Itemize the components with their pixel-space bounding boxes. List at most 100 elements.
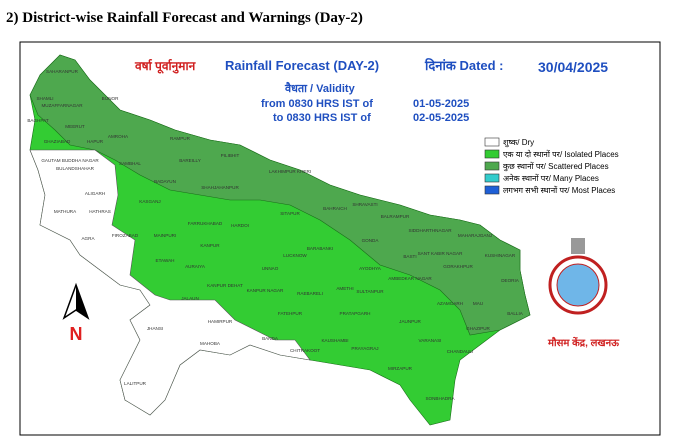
legend-label: अनेक स्थानों पर/ Many Places	[503, 173, 599, 183]
district-label: BULANDSHAHAR	[56, 166, 94, 171]
district-label: BARABANKI	[307, 246, 333, 251]
district-label: BAREILLY	[179, 158, 201, 163]
district-label: MAINPURI	[154, 233, 176, 238]
district-label: BANDA	[262, 336, 279, 341]
district-label: PRATAPGARH	[340, 311, 371, 316]
district-label: FIROZABAD	[112, 233, 139, 238]
legend-swatch	[484, 149, 500, 159]
district-label: JHANSI	[147, 326, 163, 331]
district-label: CHANDAULI	[447, 349, 474, 354]
district-label: SONBHADRA	[425, 396, 455, 401]
district-label: MIRZAPUR	[388, 366, 413, 371]
district-label: KASGANJ	[139, 199, 160, 204]
validity-from: from 0830 HRS IST of	[261, 98, 373, 110]
district-label: AMBEDKAR NAGAR	[388, 276, 432, 281]
district-label: BAGHPAT	[27, 118, 48, 123]
district-label: BAHRAICH	[323, 206, 347, 211]
region-scattered	[29, 54, 531, 336]
district-label: KUSHINAGAR	[485, 253, 516, 258]
district-label: LUCKNOW	[283, 253, 307, 258]
district-label: MAHARAJGANJ	[458, 233, 492, 238]
district-label: VARANASI	[419, 338, 442, 343]
district-label: KANPUR	[200, 243, 220, 248]
legend-label: शुष्क/ Dry	[503, 138, 534, 148]
district-label: RAEBARELI	[297, 291, 323, 296]
district-label: AYODHYA	[359, 266, 382, 271]
title: Rainfall Forecast (DAY-2)	[225, 58, 379, 73]
district-label: ALIGARH	[85, 191, 105, 196]
legend-label: कुछ स्थानों पर/ Scattered Places	[503, 161, 609, 172]
legend-swatch	[484, 173, 500, 183]
district-label: HATHRAS	[89, 209, 111, 214]
region-dry	[29, 149, 311, 416]
legend-swatch	[484, 161, 500, 171]
district-label: HAPUR	[87, 139, 104, 144]
district-label: AZAMGARH	[437, 301, 463, 306]
district-label: BALRAMPUR	[381, 214, 410, 219]
district-label: HAMIRPUR	[208, 319, 233, 324]
district-label: SHRAVASTI	[352, 202, 377, 207]
emblem	[548, 238, 608, 315]
credit: मौसम केंद्र, लखनऊ	[547, 336, 620, 349]
district-label: JALAUN	[181, 296, 199, 301]
district-label: SHAHJAHANPUR	[201, 185, 239, 190]
district-label: BADAYUN	[154, 179, 176, 184]
district-label: SHAMLI	[36, 96, 53, 101]
validity-to: to 0830 HRS IST of	[273, 112, 371, 124]
district-label: PRAYAGRAJ	[351, 346, 378, 351]
legend-swatch	[484, 185, 500, 195]
district-label: UNNAO	[262, 266, 279, 271]
district-label: KANPUR NAGAR	[247, 288, 284, 293]
legend-label: लगभग सभी स्थानों पर/ Most Places	[503, 185, 615, 195]
north-arrow: N	[62, 282, 90, 344]
district-label: SITAPUR	[280, 211, 300, 216]
legend-swatch	[484, 137, 500, 147]
district-labels: SAHARANPUR SHAMLI MUZAFFARNAGAR BIJNOR BAGHP…	[27, 69, 523, 401]
district-label: MAHOBA	[200, 341, 221, 346]
district-label: BIJNOR	[102, 96, 120, 101]
district-label: AMROHA	[108, 134, 129, 139]
district-label: BASTI	[403, 254, 416, 259]
district-label: FATEHPUR	[278, 311, 303, 316]
title-dated: दिनांक Dated :	[424, 58, 504, 73]
district-label: MEERUT	[65, 124, 85, 129]
district-label: LAKHIMPUR KHERI	[269, 169, 311, 174]
district-label: GAUTAM BUDDHA NAGAR	[41, 158, 99, 163]
north-label: N	[70, 324, 83, 344]
district-label: SIDDHARTHNAGAR	[408, 228, 452, 233]
district-label: DEORIA	[501, 278, 520, 283]
legend-label: एक या दो स्थानों पर/ Isolated Places	[503, 149, 619, 159]
district-label: SULTANPUR	[356, 289, 384, 294]
title-date: 30/04/2025	[538, 59, 608, 75]
district-label: SAMBHAL	[119, 161, 141, 166]
district-label: SAHARANPUR	[46, 69, 79, 74]
district-label: GHAZIPUR	[466, 326, 490, 331]
district-label: PILIBHIT	[221, 153, 240, 158]
validity-from-date: 01-05-2025	[413, 98, 469, 110]
district-label: BALLIA	[507, 311, 524, 316]
district-label: GORAKHPUR	[443, 264, 473, 269]
district-label: AMETHI	[336, 286, 353, 291]
heading: 2) District-wise Rainfall Forecast and W…	[6, 10, 363, 26]
district-label: ETAWAH	[156, 258, 175, 263]
district-label: GHAZIABAD	[44, 139, 71, 144]
district-label: SANT KABIR NAGAR	[418, 251, 464, 256]
district-label: GONDA	[362, 238, 380, 243]
validity-to-date: 02-05-2025	[413, 112, 469, 124]
district-label: MUZAFFARNAGAR	[41, 103, 83, 108]
map	[29, 54, 531, 426]
district-label: KAUSHAMBI	[321, 338, 348, 343]
district-label: AGRA	[81, 236, 95, 241]
district-label: MATHURA	[54, 209, 77, 214]
district-label: FARRUKHABAD	[188, 221, 223, 226]
district-label: HARDOI	[231, 223, 249, 228]
district-label: CHITRAKOOT	[290, 348, 320, 353]
validity-label: वैधता / Validity	[284, 81, 356, 95]
district-label: LALITPUR	[124, 381, 147, 386]
district-label: KANPUR DEHAT	[207, 283, 243, 288]
district-label: JAUNPUR	[399, 319, 421, 324]
district-label: AURAIYA	[185, 264, 206, 269]
title-hindi: वर्षा पूर्वानुमान	[134, 59, 197, 74]
